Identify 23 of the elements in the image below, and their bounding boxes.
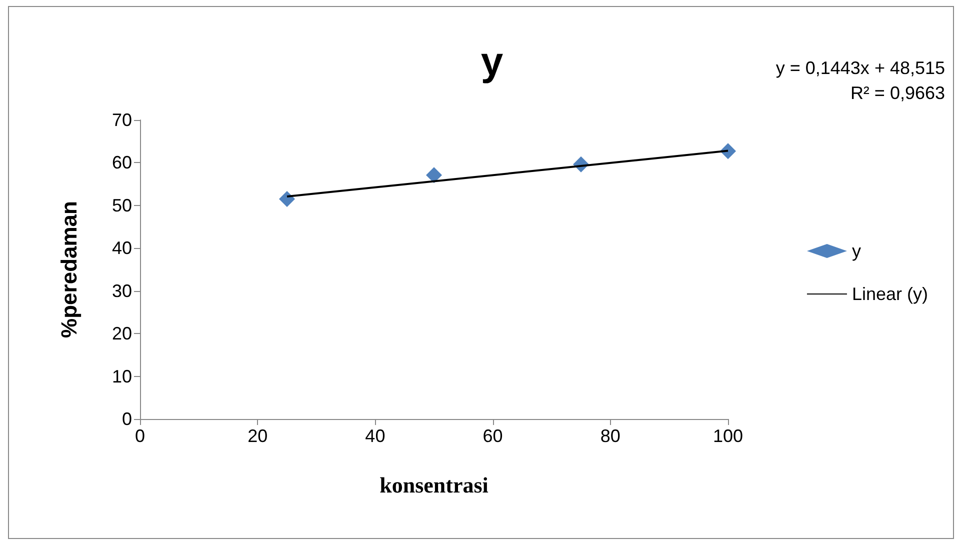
chart-title: y: [480, 40, 504, 84]
legend-label: y: [852, 241, 861, 261]
y-tick-label: 60: [112, 152, 132, 173]
text: y = 0,1443x + 48,515: [776, 58, 945, 78]
point: [279, 191, 295, 208]
text: R² = 0,9663: [850, 83, 945, 103]
y-tick-label: 10: [112, 366, 132, 386]
y-tick-label: 70: [112, 110, 132, 130]
x-axis-title: konsentrasi: [380, 472, 488, 498]
y-tick-label: 0: [122, 409, 132, 429]
legend-label: Linear (y): [852, 284, 928, 304]
y-tick-label: 50: [112, 195, 132, 216]
y-tick-label: 40: [112, 238, 132, 258]
y-tick-label: 30: [112, 280, 132, 301]
y-axis-title: %peredaman: [56, 201, 82, 338]
x-tick-label: 60: [482, 426, 503, 446]
point: [426, 167, 442, 184]
x-tick-label: 80: [600, 426, 620, 446]
x-tick-label: 20: [248, 426, 268, 446]
x-tick-label: 40: [365, 426, 386, 446]
x-tick-label: 100: [712, 426, 744, 446]
y-tick-label: 20: [112, 324, 132, 344]
x-tick-label: 0: [134, 426, 146, 446]
